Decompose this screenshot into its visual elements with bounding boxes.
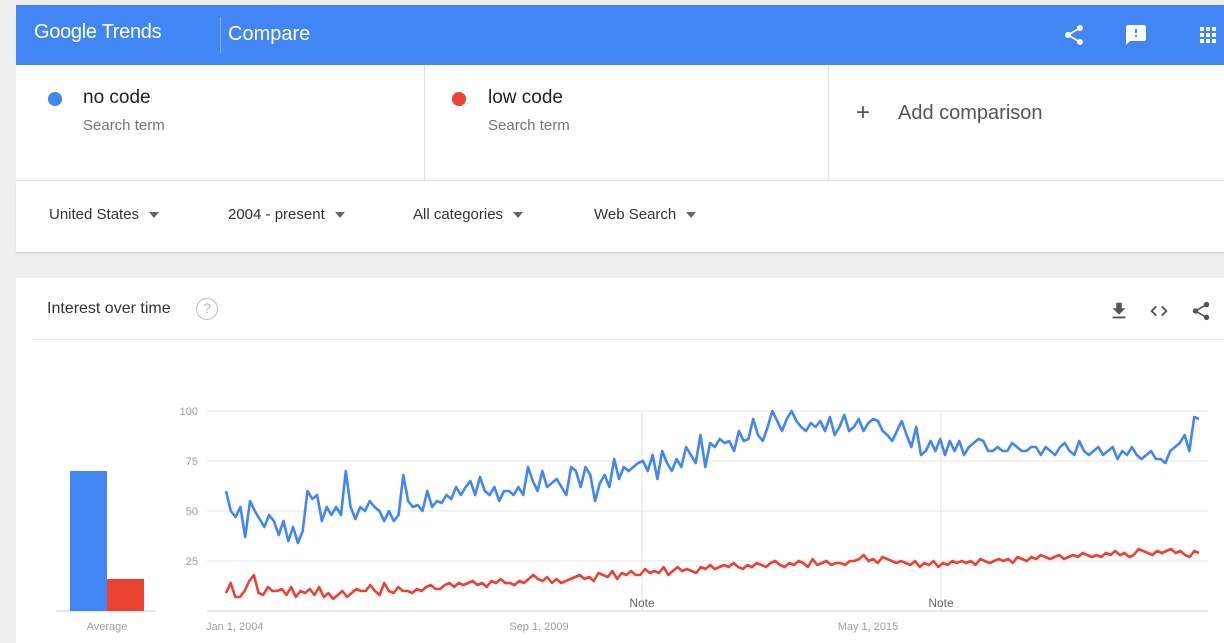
series-dot-blue [48,92,62,106]
download-icon[interactable] [1108,300,1130,322]
filter-category[interactable]: All categories [413,206,524,223]
help-icon[interactable]: ? [196,298,218,320]
note-label: Note [629,596,655,610]
filter-label: 2004 - present [228,206,325,223]
filter-label: Web Search [594,206,677,223]
y-tick-label: 25 [186,556,198,568]
header-divider [220,17,221,53]
filter-region[interactable]: United States [49,206,160,223]
search-terms-panel: no code Search term low code Search term… [16,65,1224,181]
note-label: Note [928,596,954,610]
term-name[interactable]: low code [488,87,563,108]
average-bar-no-code [70,471,107,611]
filter-label: All categories [413,206,504,223]
card-divider [32,339,1224,340]
average-label: Average [87,621,128,633]
y-tick-label: 75 [186,456,198,468]
google-trends-logo[interactable]: Google Trends [34,21,162,43]
section-title: Interest over time [47,300,171,317]
embed-icon[interactable] [1148,300,1170,322]
apps-grid-icon[interactable] [1196,23,1220,47]
x-tick-label: Jan 1, 2004 [206,621,264,633]
filter-bar: United States 2004 - present All categor… [16,181,1224,253]
filter-time-range[interactable]: 2004 - present [228,206,345,223]
add-icon[interactable]: + [856,99,871,126]
term-divider [828,65,829,181]
term-type: Search term [83,117,165,134]
share-icon[interactable] [1062,23,1086,47]
term-card-no-code[interactable]: no code Search term [16,65,424,181]
y-tick-label: 50 [186,506,198,518]
interest-chart: 25 50 75 100 Jan 1, 2004 Sep 1, 2009 May 1, 20… [56,406,1208,633]
series-dot-red [452,92,466,106]
interest-over-time-card: Interest over time ? 25 50 75 100 Jan 1, 200… [16,278,1224,643]
dropdown-arrow-icon [334,212,345,219]
term-card-low-code[interactable]: low code Search term [424,65,828,181]
dropdown-arrow-icon [149,212,160,219]
series-line-low-code [224,547,1200,601]
average-bar-low-code [107,579,144,611]
dropdown-arrow-icon [513,212,524,219]
x-tick-label: May 1, 2015 [838,621,899,633]
app-header: Google Trends Compare [16,5,1224,65]
series-line-no-code [224,409,1200,545]
share-icon[interactable] [1190,300,1212,322]
feedback-icon[interactable] [1124,23,1148,47]
dropdown-arrow-icon [686,212,697,219]
term-type: Search term [488,117,570,134]
add-comparison-button[interactable]: Add comparison [898,102,1043,124]
x-tick-label: Sep 1, 2009 [509,621,568,633]
filter-search-type[interactable]: Web Search [594,206,697,223]
y-tick-label: 100 [180,406,198,418]
page-title: Compare [228,23,311,45]
term-name[interactable]: no code [83,87,151,108]
term-divider [424,65,425,181]
filter-label: United States [49,206,140,223]
